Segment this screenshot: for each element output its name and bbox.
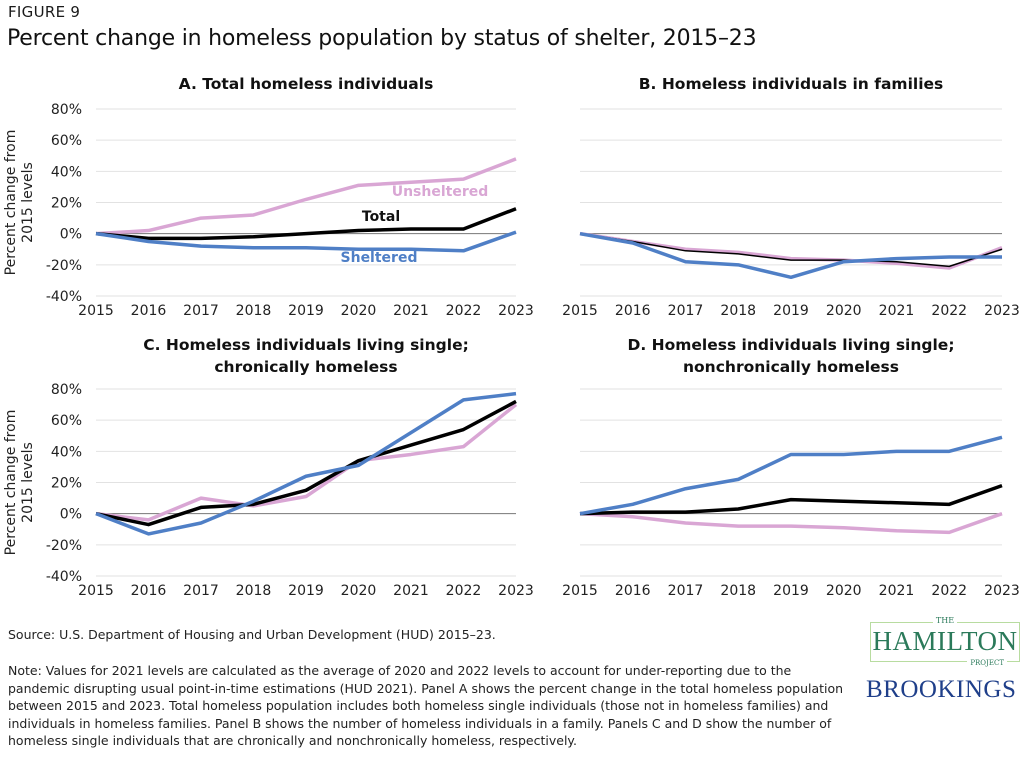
x-tick-label: 2021	[879, 583, 915, 599]
y-axis-label: Percent change from	[3, 130, 19, 276]
x-tick-label: 2015	[562, 303, 598, 319]
y-tick-label: -20%	[46, 258, 82, 274]
x-tick-label: 2018	[236, 303, 272, 319]
x-tick-label: 2018	[720, 303, 756, 319]
series-line-total	[95, 207, 517, 241]
x-tick-label: 2019	[288, 303, 324, 319]
x-tick-label: 2020	[341, 583, 377, 599]
panel-title: C. Homeless individuals living single;	[143, 336, 469, 354]
legend-label-sheltered: Sheltered	[341, 250, 418, 266]
series-line-total	[95, 399, 517, 527]
x-tick-label: 2021	[879, 303, 915, 319]
x-tick-label: 2023	[498, 583, 534, 599]
x-tick-label: 2018	[720, 583, 756, 599]
y-axis-label: 2015 levels	[20, 162, 36, 243]
x-tick-label: 2019	[773, 583, 809, 599]
x-tick-label: 2019	[288, 583, 324, 599]
series-line-sheltered	[579, 231, 1002, 280]
y-tick-label: 40%	[51, 444, 82, 460]
x-tick-label: 2019	[773, 303, 809, 319]
y-tick-label: 0%	[60, 227, 82, 243]
series-line-sheltered	[95, 391, 517, 536]
logo-the: THE	[932, 616, 958, 625]
panel-title: A. Total homeless individuals	[179, 75, 434, 93]
y-tick-label: 40%	[51, 164, 82, 180]
x-tick-label: 2018	[236, 583, 272, 599]
x-tick-label: 2021	[393, 583, 429, 599]
panel-title: chronically homeless	[214, 358, 397, 376]
x-tick-label: 2017	[183, 583, 219, 599]
x-tick-label: 2017	[183, 303, 219, 319]
note-text: Note: Values for 2021 levels are calcula…	[8, 663, 844, 748]
y-tick-label: 60%	[51, 133, 82, 149]
x-tick-label: 2023	[984, 303, 1020, 319]
y-tick-label: 0%	[60, 507, 82, 523]
panel-title: B. Homeless individuals in families	[639, 75, 944, 93]
x-tick-label: 2015	[78, 303, 114, 319]
x-tick-label: 2022	[446, 303, 482, 319]
panel-title: nonchronically homeless	[683, 358, 899, 376]
series-line-total	[579, 483, 1003, 516]
y-tick-label: -40%	[46, 289, 82, 305]
source-text: Source: U.S. Department of Housing and U…	[8, 627, 496, 642]
x-tick-label: 2023	[498, 303, 534, 319]
x-tick-label: 2023	[984, 583, 1020, 599]
y-tick-label: 20%	[51, 196, 82, 212]
series-line-total	[579, 232, 1003, 268]
y-tick-label: 20%	[51, 476, 82, 492]
series-line-unsheltered	[579, 231, 1003, 270]
y-tick-label: -40%	[46, 569, 82, 585]
y-tick-label: 80%	[51, 102, 82, 118]
y-tick-label: 60%	[51, 413, 82, 429]
figure-label: FIGURE 9	[8, 3, 81, 21]
logo-hamilton: HAMILTON	[872, 626, 1018, 656]
series-line-sheltered	[95, 230, 517, 253]
x-tick-label: 2016	[615, 583, 651, 599]
x-tick-label: 2016	[131, 583, 167, 599]
legend-label-total: Total	[362, 209, 400, 225]
x-tick-label: 2022	[931, 583, 967, 599]
panel-title: D. Homeless individuals living single;	[627, 336, 954, 354]
x-tick-label: 2017	[668, 303, 704, 319]
brookings-logo: BROOKINGS	[866, 676, 1017, 703]
x-tick-label: 2021	[393, 303, 429, 319]
figure-title: Percent change in homeless population by…	[7, 26, 757, 51]
logo-project: PROJECT	[967, 659, 1007, 667]
series-line-unsheltered	[95, 157, 517, 236]
x-tick-label: 2020	[826, 303, 862, 319]
x-tick-label: 2015	[78, 583, 114, 599]
y-tick-label: -20%	[46, 538, 82, 554]
legend-label-unsheltered: Unsheltered	[392, 184, 489, 200]
x-tick-label: 2022	[446, 583, 482, 599]
y-axis-label: 2015 levels	[20, 442, 36, 523]
x-tick-label: 2020	[341, 303, 377, 319]
y-tick-label: 80%	[51, 382, 82, 398]
x-tick-label: 2020	[826, 583, 862, 599]
x-tick-label: 2015	[562, 583, 598, 599]
hamilton-project-logo: THE HAMILTON PROJECT	[870, 616, 1020, 667]
series-line-unsheltered	[95, 403, 518, 522]
series-line-sheltered	[579, 435, 1003, 516]
x-tick-label: 2022	[931, 303, 967, 319]
y-axis-label: Percent change from	[3, 410, 19, 556]
x-tick-label: 2017	[668, 583, 704, 599]
x-tick-label: 2016	[131, 303, 167, 319]
x-tick-label: 2016	[615, 303, 651, 319]
series-line-unsheltered	[579, 511, 1003, 535]
